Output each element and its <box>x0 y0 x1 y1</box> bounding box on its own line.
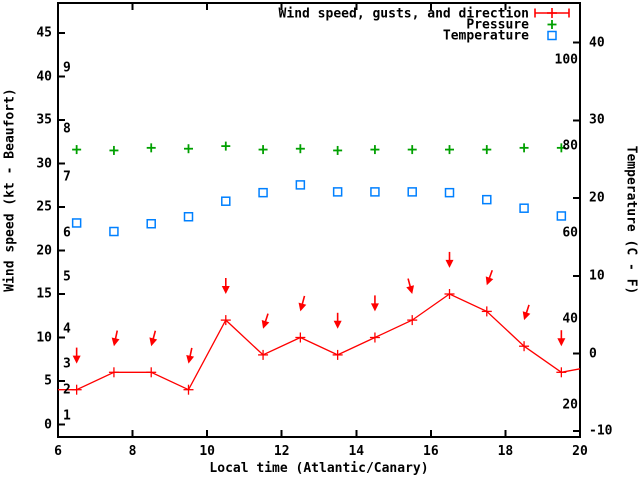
y-left-tick-label: 20 <box>36 243 52 258</box>
x-tick-label: 12 <box>273 444 290 459</box>
x-tick-label: 14 <box>348 444 365 459</box>
temperature-marker <box>332 187 343 197</box>
temperature-marker <box>295 180 306 190</box>
temperature-marker <box>482 194 492 205</box>
fahrenheit-scale-label: 100 <box>554 52 578 68</box>
temperature-marker <box>109 226 119 237</box>
gust-arrow-head <box>149 337 158 347</box>
y-left-tick-label: 0 <box>44 417 52 432</box>
x-tick-label: 8 <box>128 444 137 459</box>
gust-arrow-head <box>111 337 120 347</box>
beaufort-scale-label: 3 <box>63 356 71 372</box>
fahrenheit-scale-label: 20 <box>562 397 578 413</box>
temperature-marker <box>183 211 194 222</box>
plot-border <box>57 2 581 438</box>
x-tick-label: 10 <box>199 444 215 459</box>
gust-arrow-head <box>186 354 195 364</box>
y-right-tick-label: 20 <box>589 190 605 206</box>
temperature-marker <box>519 203 529 213</box>
beaufort-scale-label: 2 <box>63 382 71 398</box>
gust-arrow-head <box>72 355 81 364</box>
y-left-tick-label: 40 <box>36 69 52 84</box>
beaufort-scale-label: 1 <box>63 408 71 424</box>
legend-label-wind: Wind speed, gusts, and direction <box>278 6 529 21</box>
y-right-tick-label: 40 <box>589 35 605 51</box>
gust-arrow-head <box>333 320 342 329</box>
temperature-marker <box>221 196 231 206</box>
gust-arrow-head <box>406 285 415 294</box>
temperature-marker <box>407 187 417 197</box>
beaufort-scale-label: 9 <box>63 60 71 76</box>
fahrenheit-scale-label: 60 <box>562 225 578 241</box>
temperature-marker <box>370 187 380 197</box>
temperature-marker <box>258 187 268 198</box>
legend-label-pressure: Pressure <box>466 17 529 32</box>
temperature-marker <box>444 187 455 198</box>
beaufort-scale-label: 5 <box>63 269 71 285</box>
y-axis-right-title: Temperature (C - F) <box>623 145 639 295</box>
y-left-tick-label: 15 <box>36 286 52 302</box>
temperature-marker <box>71 218 82 228</box>
fahrenheit-scale-label: 40 <box>562 311 578 327</box>
y-left-tick-label: 30 <box>36 156 52 171</box>
y-axis-left-title: Wind speed (kt - Beaufort) <box>2 88 18 292</box>
y-right-tick-label: 10 <box>589 268 605 284</box>
temperature-marker <box>556 211 567 221</box>
beaufort-scale-label: 7 <box>63 169 71 185</box>
gust-arrow-head <box>445 259 454 268</box>
y-left-tick-label: 45 <box>36 25 52 41</box>
y-left-tick-label: 5 <box>44 373 52 389</box>
gust-arrow-head <box>221 286 230 294</box>
y-left-tick-label: 10 <box>36 330 52 345</box>
x-tick-label: 6 <box>54 444 62 459</box>
y-left-tick-label: 35 <box>36 112 52 128</box>
gust-arrow-head <box>522 311 531 321</box>
beaufort-scale-label: 8 <box>63 121 71 137</box>
gust-arrow-head <box>485 276 494 286</box>
gust-arrow-head <box>298 302 307 312</box>
gust-arrow-head <box>261 319 270 329</box>
beaufort-scale-label: 6 <box>63 225 71 241</box>
x-tick-label: 18 <box>497 444 514 459</box>
x-tick-label: 20 <box>572 444 588 459</box>
y-right-tick-label: 0 <box>589 346 597 361</box>
beaufort-scale-label: 4 <box>63 321 71 337</box>
legend-label-temperature: Temperature <box>442 28 529 43</box>
gust-arrow-head <box>370 303 379 312</box>
y-right-tick-label: -10 <box>589 423 613 439</box>
x-axis-title: Local time (Atlantic/Canary) <box>209 461 429 476</box>
gust-arrow-head <box>557 338 566 347</box>
x-tick-label: 16 <box>423 444 439 459</box>
legend-temperature-sample <box>547 30 557 41</box>
temperature-marker <box>146 218 156 229</box>
fahrenheit-scale-label: 80 <box>562 138 578 154</box>
y-left-tick-label: 25 <box>36 199 52 215</box>
wind-speed-line <box>58 293 581 391</box>
y-right-tick-label: 30 <box>589 112 605 128</box>
